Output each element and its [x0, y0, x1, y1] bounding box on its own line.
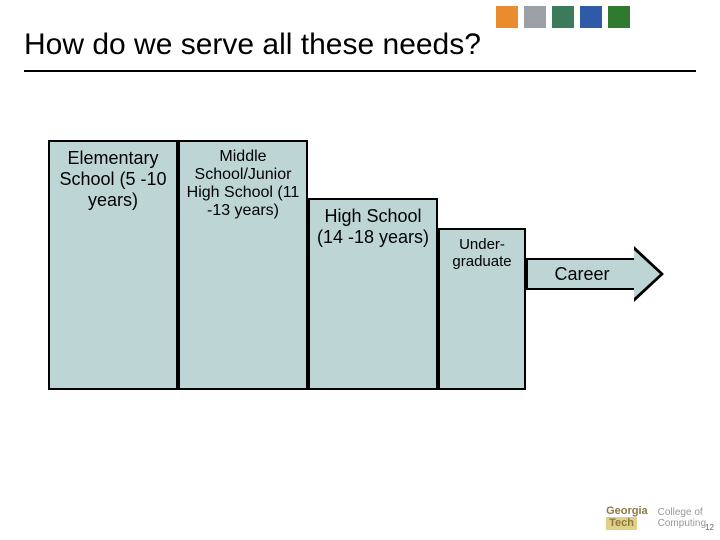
- stage-label: Under-graduate: [440, 236, 524, 270]
- header-icon: [524, 6, 546, 28]
- gt-logo-top: Georgia: [606, 506, 648, 517]
- header-icon: [552, 6, 574, 28]
- college-of-computing-logo: College of Computing: [658, 507, 706, 529]
- slide-title: How do we serve all these needs?: [24, 28, 481, 62]
- arrow-head-fill: [634, 250, 660, 298]
- gt-logo-bottom: Tech: [606, 517, 637, 530]
- coc-line2: Computing: [658, 518, 706, 529]
- title-underline: [24, 70, 696, 72]
- stage-high-school: High School (14 -18 years): [308, 198, 438, 390]
- header-icon: [608, 6, 630, 28]
- arrow-body: Career: [526, 258, 636, 290]
- stage-undergrad: Under-graduate: [438, 228, 526, 390]
- stage-elementary: Elementary School (5 -10 years): [48, 140, 178, 390]
- header-icon-strip: [496, 6, 630, 28]
- footer-logos: Georgia Tech College of Computing: [606, 506, 706, 530]
- header-icon: [496, 6, 518, 28]
- arrow-label: Career: [554, 264, 609, 285]
- georgia-tech-logo: Georgia Tech: [606, 506, 648, 530]
- slide-number: 12: [705, 523, 714, 532]
- stage-middle: Middle School/Junior High School (11 -13…: [178, 140, 308, 390]
- header-icon: [580, 6, 602, 28]
- career-arrow: Career: [526, 248, 666, 300]
- coc-line1: College of: [658, 507, 706, 518]
- stage-label: High School (14 -18 years): [310, 206, 436, 248]
- stage-label: Middle School/Junior High School (11 -13…: [180, 148, 306, 220]
- stage-label: Elementary School (5 -10 years): [50, 148, 176, 211]
